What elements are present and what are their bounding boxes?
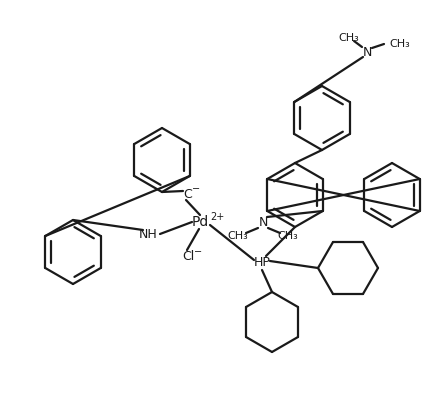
Text: CH₃: CH₃: [389, 39, 410, 49]
Text: −: −: [192, 184, 200, 194]
Text: N: N: [258, 215, 268, 228]
Text: Pd: Pd: [192, 215, 209, 229]
Text: −: −: [194, 247, 202, 257]
Text: Cl: Cl: [182, 251, 194, 263]
Text: N: N: [363, 46, 372, 59]
Text: CH₃: CH₃: [278, 231, 299, 241]
Text: 2+: 2+: [210, 212, 224, 222]
Text: CH₃: CH₃: [339, 33, 359, 43]
Text: C: C: [183, 187, 192, 200]
Text: CH₃: CH₃: [228, 231, 249, 241]
Text: HP: HP: [254, 257, 271, 270]
Text: NH: NH: [139, 227, 157, 240]
